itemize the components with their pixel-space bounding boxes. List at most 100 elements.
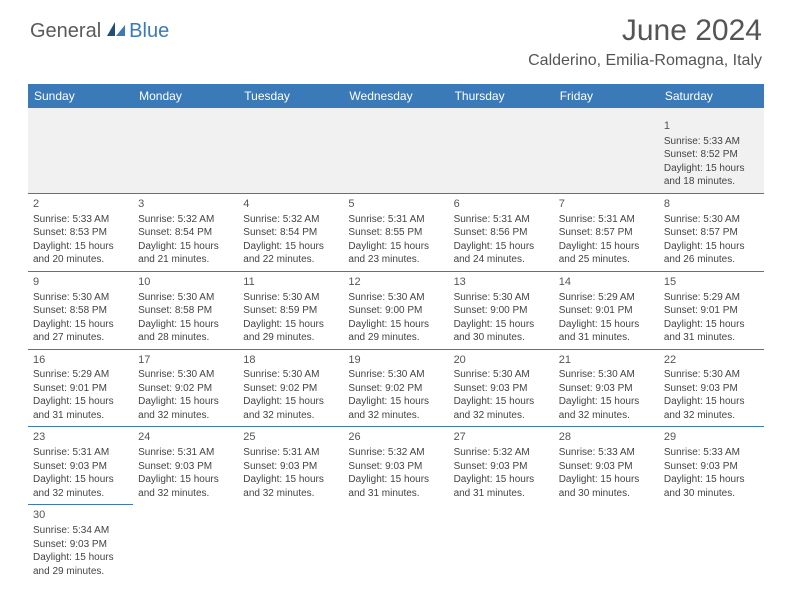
day-number: 6 bbox=[454, 197, 549, 212]
daylight-line: and 31 minutes. bbox=[664, 331, 759, 345]
sunrise-line: Sunrise: 5:30 AM bbox=[348, 368, 443, 382]
day-number: 13 bbox=[454, 275, 549, 290]
calendar-day-cell: 9Sunrise: 5:30 AMSunset: 8:58 PMDaylight… bbox=[28, 271, 133, 349]
sunset-line: Sunset: 9:03 PM bbox=[559, 460, 654, 474]
daylight-line: Daylight: 15 hours bbox=[348, 318, 443, 332]
daylight-line: and 32 minutes. bbox=[138, 487, 233, 501]
sunrise-line: Sunrise: 5:31 AM bbox=[454, 213, 549, 227]
sunrise-line: Sunrise: 5:30 AM bbox=[348, 291, 443, 305]
daylight-line: and 28 minutes. bbox=[138, 331, 233, 345]
daylight-line: Daylight: 15 hours bbox=[454, 473, 549, 487]
calendar-day-cell: 2Sunrise: 5:33 AMSunset: 8:53 PMDaylight… bbox=[28, 193, 133, 271]
calendar-week-row: 2Sunrise: 5:33 AMSunset: 8:53 PMDaylight… bbox=[28, 193, 764, 271]
sunset-line: Sunset: 9:00 PM bbox=[454, 304, 549, 318]
calendar-week-row: 30Sunrise: 5:34 AMSunset: 9:03 PMDayligh… bbox=[28, 505, 764, 582]
day-number: 27 bbox=[454, 430, 549, 445]
weekday-head: Tuesday bbox=[238, 84, 343, 108]
calendar-day-cell: 29Sunrise: 5:33 AMSunset: 9:03 PMDayligh… bbox=[659, 427, 764, 505]
daylight-line: and 32 minutes. bbox=[33, 487, 128, 501]
sunrise-line: Sunrise: 5:33 AM bbox=[664, 446, 759, 460]
sunrise-line: Sunrise: 5:30 AM bbox=[559, 368, 654, 382]
calendar-day-cell: 26Sunrise: 5:32 AMSunset: 9:03 PMDayligh… bbox=[343, 427, 448, 505]
calendar-day-cell: 6Sunrise: 5:31 AMSunset: 8:56 PMDaylight… bbox=[449, 193, 554, 271]
calendar-day-cell bbox=[343, 505, 448, 582]
sunrise-line: Sunrise: 5:30 AM bbox=[243, 368, 338, 382]
day-number: 14 bbox=[559, 275, 654, 290]
calendar-day-cell: 21Sunrise: 5:30 AMSunset: 9:03 PMDayligh… bbox=[554, 349, 659, 427]
sunset-line: Sunset: 8:54 PM bbox=[138, 226, 233, 240]
sunrise-line: Sunrise: 5:31 AM bbox=[33, 446, 128, 460]
sunset-line: Sunset: 9:02 PM bbox=[243, 382, 338, 396]
sunrise-line: Sunrise: 5:30 AM bbox=[138, 291, 233, 305]
calendar-day-cell: 15Sunrise: 5:29 AMSunset: 9:01 PMDayligh… bbox=[659, 271, 764, 349]
daylight-line: and 30 minutes. bbox=[454, 331, 549, 345]
daylight-line: and 31 minutes. bbox=[348, 487, 443, 501]
daylight-line: and 32 minutes. bbox=[243, 409, 338, 423]
calendar-day-cell: 16Sunrise: 5:29 AMSunset: 9:01 PMDayligh… bbox=[28, 349, 133, 427]
day-number: 18 bbox=[243, 353, 338, 368]
sunset-line: Sunset: 8:58 PM bbox=[138, 304, 233, 318]
title-block: June 2024 Calderino, Emilia-Romagna, Ita… bbox=[528, 14, 762, 70]
calendar-day-cell: 14Sunrise: 5:29 AMSunset: 9:01 PMDayligh… bbox=[554, 271, 659, 349]
daylight-line: Daylight: 15 hours bbox=[664, 162, 759, 176]
daylight-line: Daylight: 15 hours bbox=[243, 240, 338, 254]
calendar-day-cell bbox=[238, 116, 343, 193]
calendar-day-cell: 28Sunrise: 5:33 AMSunset: 9:03 PMDayligh… bbox=[554, 427, 659, 505]
calendar-day-cell: 30Sunrise: 5:34 AMSunset: 9:03 PMDayligh… bbox=[28, 505, 133, 582]
sunrise-line: Sunrise: 5:29 AM bbox=[559, 291, 654, 305]
daylight-line: Daylight: 15 hours bbox=[559, 240, 654, 254]
daylight-line: and 31 minutes. bbox=[454, 487, 549, 501]
sunset-line: Sunset: 9:03 PM bbox=[243, 460, 338, 474]
calendar-day-cell: 25Sunrise: 5:31 AMSunset: 9:03 PMDayligh… bbox=[238, 427, 343, 505]
day-number: 1 bbox=[664, 119, 759, 134]
day-number: 7 bbox=[559, 197, 654, 212]
day-number: 2 bbox=[33, 197, 128, 212]
calendar-day-cell bbox=[554, 116, 659, 193]
calendar-day-cell bbox=[28, 116, 133, 193]
sunrise-line: Sunrise: 5:30 AM bbox=[454, 368, 549, 382]
calendar-day-cell bbox=[238, 505, 343, 582]
sunrise-line: Sunrise: 5:31 AM bbox=[348, 213, 443, 227]
sunrise-line: Sunrise: 5:33 AM bbox=[664, 135, 759, 149]
blank-row bbox=[28, 108, 764, 116]
day-number: 9 bbox=[33, 275, 128, 290]
day-number: 24 bbox=[138, 430, 233, 445]
daylight-line: Daylight: 15 hours bbox=[243, 395, 338, 409]
sunset-line: Sunset: 9:03 PM bbox=[559, 382, 654, 396]
daylight-line: Daylight: 15 hours bbox=[664, 318, 759, 332]
calendar-day-cell bbox=[659, 505, 764, 582]
sunrise-line: Sunrise: 5:31 AM bbox=[138, 446, 233, 460]
weekday-head: Friday bbox=[554, 84, 659, 108]
daylight-line: and 22 minutes. bbox=[243, 253, 338, 267]
sunrise-line: Sunrise: 5:30 AM bbox=[243, 291, 338, 305]
header: General Blue June 2024 Calderino, Emilia… bbox=[0, 0, 792, 76]
daylight-line: and 30 minutes. bbox=[664, 487, 759, 501]
day-number: 20 bbox=[454, 353, 549, 368]
day-number: 11 bbox=[243, 275, 338, 290]
sunset-line: Sunset: 9:03 PM bbox=[138, 460, 233, 474]
calendar-week-row: 23Sunrise: 5:31 AMSunset: 9:03 PMDayligh… bbox=[28, 427, 764, 505]
daylight-line: Daylight: 15 hours bbox=[664, 395, 759, 409]
sunrise-line: Sunrise: 5:29 AM bbox=[664, 291, 759, 305]
sunset-line: Sunset: 8:58 PM bbox=[33, 304, 128, 318]
daylight-line: Daylight: 15 hours bbox=[454, 240, 549, 254]
day-number: 3 bbox=[138, 197, 233, 212]
sunrise-line: Sunrise: 5:33 AM bbox=[559, 446, 654, 460]
weekday-header-row: Sunday Monday Tuesday Wednesday Thursday… bbox=[28, 84, 764, 108]
daylight-line: and 24 minutes. bbox=[454, 253, 549, 267]
day-number: 22 bbox=[664, 353, 759, 368]
daylight-line: Daylight: 15 hours bbox=[33, 473, 128, 487]
sunset-line: Sunset: 9:03 PM bbox=[664, 382, 759, 396]
sunrise-line: Sunrise: 5:30 AM bbox=[33, 291, 128, 305]
calendar-day-cell: 11Sunrise: 5:30 AMSunset: 8:59 PMDayligh… bbox=[238, 271, 343, 349]
daylight-line: and 25 minutes. bbox=[559, 253, 654, 267]
calendar-day-cell: 12Sunrise: 5:30 AMSunset: 9:00 PMDayligh… bbox=[343, 271, 448, 349]
weekday-head: Monday bbox=[133, 84, 238, 108]
sunrise-line: Sunrise: 5:30 AM bbox=[454, 291, 549, 305]
calendar-day-cell: 22Sunrise: 5:30 AMSunset: 9:03 PMDayligh… bbox=[659, 349, 764, 427]
sunset-line: Sunset: 8:54 PM bbox=[243, 226, 338, 240]
sunrise-line: Sunrise: 5:33 AM bbox=[33, 213, 128, 227]
calendar-day-cell: 17Sunrise: 5:30 AMSunset: 9:02 PMDayligh… bbox=[133, 349, 238, 427]
calendar-day-cell bbox=[133, 116, 238, 193]
day-number: 25 bbox=[243, 430, 338, 445]
